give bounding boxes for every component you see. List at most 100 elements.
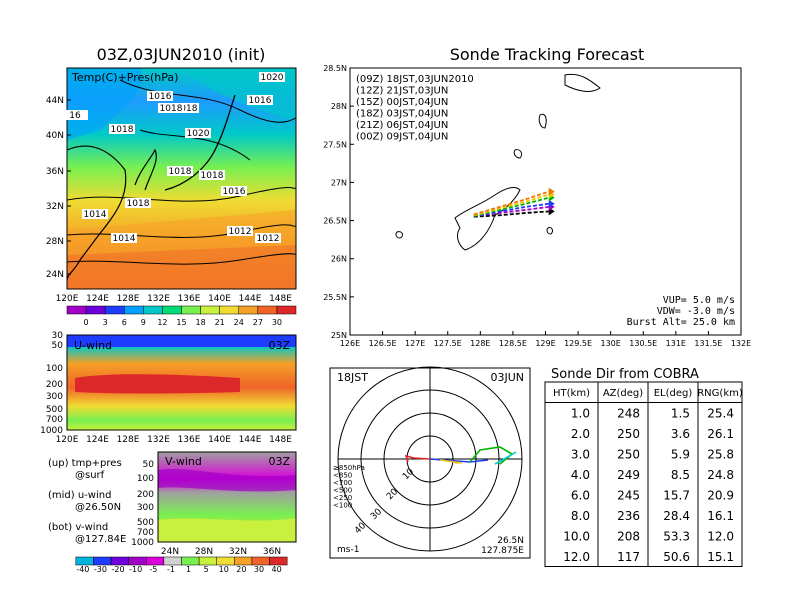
track-lon-tick-label: 128.5E: [499, 339, 527, 348]
v-colorbar-tick-label: -40: [76, 565, 89, 574]
colorbar-tick-label: 18: [195, 318, 205, 327]
u-pressure-tick-label: 1000: [40, 426, 63, 436]
track-line: [473, 190, 550, 216]
track-legend-entry: (00Z) 09JST,04JUN: [356, 132, 448, 143]
table-cell: 1.5: [671, 407, 690, 421]
table-cell: 250: [617, 427, 640, 441]
u-pressure-tick-label: 30: [52, 331, 64, 341]
colorbar-tick-label: 3: [103, 318, 108, 327]
v-colorbar-swatch: [128, 556, 147, 566]
colorbar-tick-label: 0: [84, 318, 89, 327]
v-colorbar-swatch: [251, 556, 270, 566]
track-line: [473, 210, 549, 218]
table-header-cell: AZ(deg): [603, 388, 643, 399]
v-colorbar-tick-label: 10: [219, 565, 229, 574]
init-panel-label: Temp(C)+Pres(hPa): [71, 71, 178, 84]
u-pressure-tick-label: 500: [46, 405, 63, 415]
colorbar-swatch: [85, 305, 106, 315]
init-lon-tick-label: 132E: [147, 294, 170, 304]
track-series: [473, 187, 555, 218]
param-vup: VUP= 5.0 m/s: [663, 295, 735, 306]
isobar-label: 1018: [160, 104, 183, 114]
isobar-label-bg: [221, 186, 247, 196]
table-cell: 250: [617, 448, 640, 462]
isobar-label: 1018: [201, 171, 224, 181]
table-cell: 53.3: [663, 530, 690, 544]
track-lon-tick-label: 130E: [601, 339, 621, 348]
colorbar-swatch: [162, 305, 182, 315]
u-pressure-tick-label: 50: [52, 341, 64, 351]
table-cell: 10.0: [563, 530, 590, 544]
track-line: [473, 196, 549, 217]
colorbar-swatch: [66, 305, 87, 315]
track-lon-ticks: 126E 126.5E 127E 127.5E 128E 128.5E 129E 129.5E…: [340, 331, 751, 348]
isobar-label: 1016: [149, 92, 172, 102]
u-lon-tick-label: 136E: [178, 435, 201, 445]
track-line: [473, 193, 550, 217]
isobar-label-bg: [109, 124, 135, 134]
track-legend-entry: (18Z) 03JST,04JUN: [356, 109, 448, 120]
colorbar-swatch: [124, 305, 144, 315]
track-endpoint: [548, 187, 555, 196]
colorbar-swatch: [143, 305, 163, 315]
isobar-label: 1012: [229, 227, 252, 237]
temperature-colorbar: 0 3 6 9 12 15 18 21 24 27 30: [66, 305, 297, 327]
track-lon-tick-label: 127E: [405, 339, 425, 348]
polar-lon: 127.875E: [481, 546, 524, 556]
table-header-cell: HT(km): [553, 388, 590, 399]
note-line-1: (up) tmp+pres: [48, 458, 122, 469]
table-cell: 249: [617, 468, 640, 482]
isobar-label: 1016: [223, 187, 246, 197]
colorbar-tick-label: 30: [272, 318, 282, 327]
table-cell: 15.1: [707, 550, 734, 564]
table-frame: [544, 381, 743, 567]
polar-date: 03JUN: [490, 371, 524, 384]
param-burst: Burst Alt= 25.0 km: [627, 317, 735, 328]
colorbar-tick-label: 12: [157, 318, 167, 327]
v-wind-field: [158, 452, 296, 542]
isobar-label-bg: [167, 166, 193, 176]
isobar-label-bg: [255, 233, 281, 243]
init-lat-tick-label: 40N: [46, 131, 64, 141]
isobar-label: 1014: [113, 234, 136, 244]
init-lat-ticks: 44N 40N 36N 32N 28N 24N: [46, 96, 71, 280]
sonde-direction-table: HT(km) AZ(deg) EL(deg) RNG(km) 1.0 248 1.5 25.4…: [544, 381, 743, 567]
table-cell: 50.6: [663, 550, 690, 564]
u-wind-field: [67, 335, 296, 430]
isobar-label: 1012: [257, 234, 280, 244]
v-colorbar-swatch: [234, 556, 253, 566]
track-legend-entry: (12Z) 21JST,03JUN: [356, 86, 448, 97]
isobar-label-bg: [227, 226, 253, 236]
v-pressure-tick-label: 100: [137, 474, 154, 484]
v-pressure-tick-label: 200: [137, 490, 154, 500]
isobar-label-bg: [147, 91, 173, 101]
polar-legend-entry: <700: [333, 479, 352, 487]
note-line-5: (bot) v-wind: [48, 522, 108, 533]
isobar-label: 1016: [249, 96, 272, 106]
track-lon-tick-label: 128E: [470, 339, 490, 348]
init-lon-tick-label: 124E: [86, 294, 109, 304]
track-lat-tick-label: 25N: [331, 331, 347, 340]
track-lat-tick-label: 26N: [331, 255, 347, 264]
colorbar-tick-label: 9: [141, 318, 146, 327]
isobar-label-bg: [158, 103, 184, 113]
v-panel-time: 03Z: [268, 455, 290, 468]
init-lat-tick-label: 32N: [46, 202, 64, 212]
init-lon-tick-label: 144E: [239, 294, 262, 304]
u-pressure-tick-label: 700: [46, 415, 63, 425]
track-lon-tick-label: 132E: [731, 339, 751, 348]
table-cell: 25.4: [707, 407, 734, 421]
track-lat-ticks: 28.5N 28N 27.5N 27N 26.5N 26N 25.5N 25N: [323, 64, 354, 340]
v-colorbar-tick-label: 40: [272, 565, 282, 574]
v-colorbar-tick-label: 1: [186, 565, 191, 574]
isobar-label-bg: [82, 209, 108, 219]
u-pressure-tick-label: 200: [46, 380, 63, 390]
isobar-label: 1020: [187, 129, 210, 139]
v-colorbar-swatch: [163, 556, 182, 566]
colorbar-swatch: [104, 305, 125, 315]
isobar-label: 1018: [169, 167, 192, 177]
table-cell: 5.9: [671, 448, 690, 462]
track-legend-entry: (09Z) 18JST,03JUN2010: [356, 74, 474, 85]
v-pressure-tick-label: 500: [137, 518, 154, 528]
table-cell: 20.9: [707, 489, 734, 503]
